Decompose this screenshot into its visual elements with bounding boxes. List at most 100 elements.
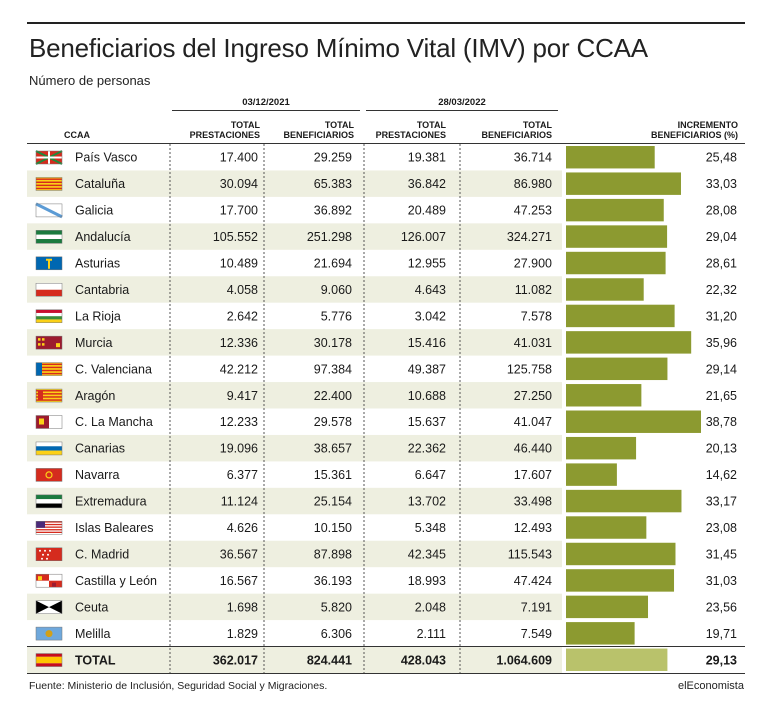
table-row: Canarias 19.096 38.657 22.362 46.440 20,13 — [27, 434, 737, 462]
prest-2021-value: 10.489 — [220, 257, 258, 271]
flag-navarra-icon — [35, 468, 63, 482]
benef-2022-value: 47.424 — [514, 574, 552, 588]
benef-2021-value: 824.441 — [307, 653, 352, 667]
header-prest-2-line2: PRESTACIONES — [375, 130, 446, 140]
header-benef-2-line2: BENEFICIARIOS — [481, 130, 552, 140]
date-rule-1 — [172, 110, 360, 111]
prest-2021-value: 4.058 — [227, 283, 258, 297]
prest-2021-value: 19.096 — [220, 442, 258, 456]
ccaa-name: TOTAL — [75, 653, 116, 667]
flag-la-rioja-icon — [35, 309, 63, 323]
benef-2021-value: 9.060 — [321, 283, 352, 297]
date-header-2: 28/03/2022 — [438, 97, 486, 108]
benef-2022-value: 7.549 — [521, 627, 552, 641]
prest-2022-value: 13.702 — [408, 495, 446, 509]
flag-total-icon — [35, 653, 63, 667]
row-stripe — [27, 329, 562, 356]
table-row: Aragón 9.417 22.400 10.688 27.250 21,65 — [27, 382, 737, 409]
table-row: Melilla 1.829 6.306 2.111 7.549 19,71 — [35, 622, 737, 645]
table-row: Cantabria 4.058 9.060 4.643 11.082 22,32 — [27, 276, 737, 303]
increment-bar — [566, 225, 668, 248]
prest-2022-value: 5.348 — [415, 521, 446, 535]
increment-label: 23,56 — [706, 600, 737, 614]
prest-2022-value: 10.688 — [408, 389, 446, 403]
benef-2021-value: 22.400 — [314, 389, 352, 403]
benef-2021-value: 36.892 — [314, 204, 352, 218]
table-row: Islas Baleares 4.626 10.150 5.348 12.493 23,0… — [35, 516, 737, 539]
benef-2021-value: 5.776 — [321, 309, 352, 323]
table-row: Extremadura 11.124 25.154 13.702 33.498 33,17 — [27, 487, 737, 515]
benef-2021-value: 251.298 — [307, 230, 352, 244]
increment-label: 28,08 — [706, 204, 737, 218]
flag-ceuta-icon — [35, 600, 63, 614]
prest-2022-value: 2.048 — [415, 600, 446, 614]
ccaa-name: Extremadura — [75, 495, 147, 509]
flag-galicia-icon — [35, 202, 63, 219]
flag-asturias-icon — [35, 256, 63, 271]
header-prest-2: TOTAL PRESTACIONES — [360, 120, 446, 140]
bottom-rule — [27, 673, 745, 674]
prest-2021-value: 2.642 — [227, 309, 258, 323]
benef-2022-value: 1.064.609 — [496, 653, 552, 667]
ccaa-name: C. Madrid — [75, 547, 129, 561]
row-stripe — [27, 540, 562, 568]
benef-2022-value: 125.758 — [507, 362, 552, 376]
increment-bar — [566, 489, 682, 513]
benef-2021-value: 10.150 — [314, 521, 352, 535]
benef-2022-value: 47.253 — [514, 204, 552, 218]
ccaa-name: Murcia — [75, 336, 113, 350]
increment-label: 33,03 — [706, 177, 737, 191]
prest-2021-value: 11.124 — [221, 495, 258, 509]
prest-2022-value: 2.111 — [417, 627, 446, 641]
increment-label: 29,04 — [706, 230, 737, 244]
table-row: Navarra 6.377 15.361 6.647 17.607 14,62 — [35, 463, 737, 486]
increment-bar — [566, 331, 692, 354]
benef-2022-value: 12.493 — [514, 521, 552, 535]
benef-2022-value: 86.980 — [514, 177, 552, 191]
increment-bar — [566, 595, 649, 619]
header-increment: INCREMENTO BENEFICIARIOS (%) — [600, 120, 738, 140]
source-note: Fuente: Ministerio de Inclusión, Segurid… — [29, 680, 328, 692]
increment-label: 31,45 — [706, 547, 737, 561]
ccaa-name: Islas Baleares — [75, 521, 154, 535]
increment-label: 29,14 — [706, 362, 737, 376]
table-row: C. La Mancha 12.233 29.578 15.637 41.047 38,7… — [35, 410, 737, 433]
row-stripe — [27, 382, 562, 409]
prest-2021-value: 30.094 — [220, 177, 258, 191]
benef-2022-value: 7.191 — [521, 600, 552, 614]
flag-canarias-icon — [35, 441, 63, 456]
benef-2021-value: 29.578 — [314, 415, 352, 429]
prest-2021-value: 4.626 — [227, 521, 258, 535]
prest-2021-value: 17.400 — [220, 151, 258, 165]
prest-2021-value: 36.567 — [220, 547, 258, 561]
increment-bar — [566, 569, 675, 592]
ccaa-name: La Rioja — [75, 309, 121, 323]
ccaa-name: Melilla — [75, 627, 110, 641]
ccaa-name: Castilla y León — [75, 574, 157, 588]
benef-2022-value: 46.440 — [514, 442, 552, 456]
increment-label: 19,71 — [706, 627, 737, 641]
increment-label: 23,08 — [706, 521, 737, 535]
prest-2022-value: 18.993 — [408, 574, 446, 588]
benef-2021-value: 5.820 — [321, 600, 352, 614]
benef-2021-value: 29.259 — [314, 151, 352, 165]
prest-2021-value: 6.377 — [227, 468, 258, 482]
benef-2022-value: 17.607 — [514, 468, 552, 482]
table-row: Andalucía 105.552 251.298 126.007 324.271 29,… — [27, 223, 737, 250]
ccaa-name: Asturias — [75, 257, 120, 271]
date-header-1: 03/12/2021 — [242, 97, 290, 108]
increment-label: 25,48 — [706, 151, 737, 165]
flag-pais-vasco-icon — [35, 150, 63, 165]
date-rule-2 — [366, 110, 558, 111]
increment-label: 38,78 — [706, 415, 737, 429]
ccaa-name: Cantabria — [75, 283, 129, 297]
row-stripe — [27, 646, 562, 673]
flag-c-madrid-icon — [35, 547, 63, 561]
flag-extremadura-icon — [35, 494, 63, 509]
prest-2022-value: 22.362 — [408, 442, 446, 456]
increment-bar — [566, 516, 647, 539]
flag-melilla-icon — [35, 626, 63, 641]
increment-bar — [566, 410, 701, 433]
increment-bar — [566, 542, 676, 566]
prest-2021-value: 12.336 — [220, 336, 258, 350]
